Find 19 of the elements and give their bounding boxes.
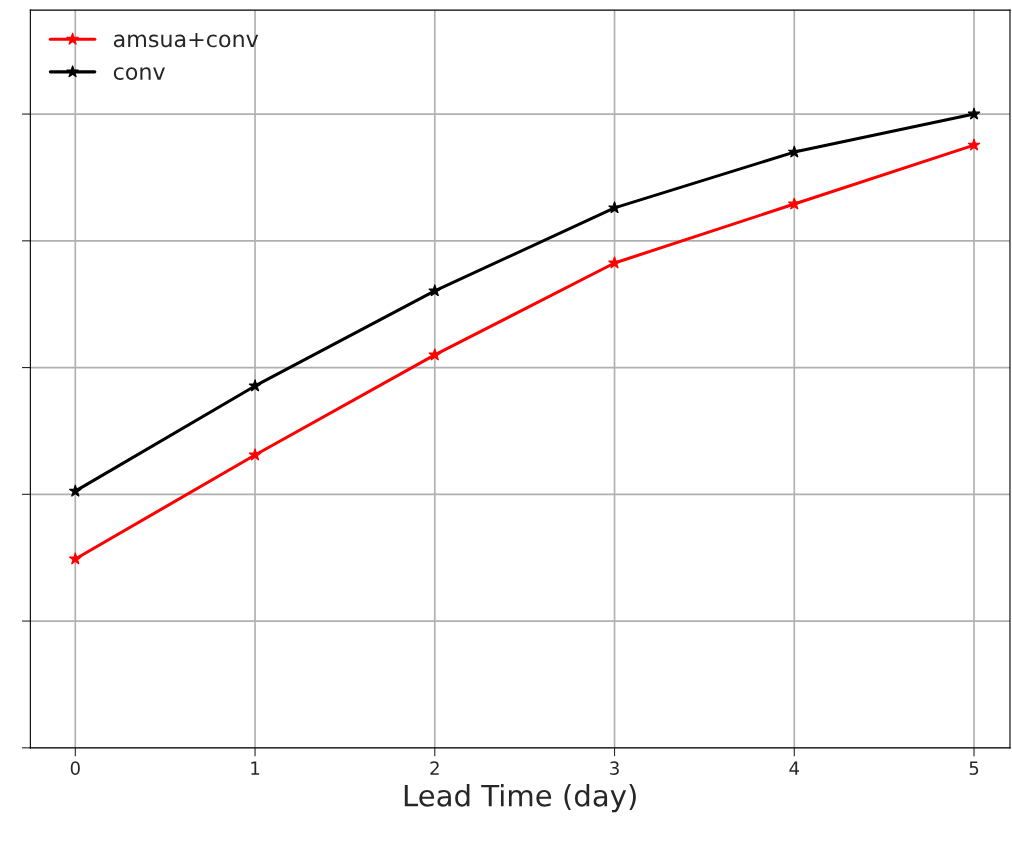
point xyxy=(787,197,801,210)
x-tick-label: 5 xyxy=(969,761,979,775)
point xyxy=(428,284,442,297)
point xyxy=(428,348,442,361)
point xyxy=(608,201,621,214)
x-tick-label: 1 xyxy=(251,761,260,775)
x-tick-label: 3 xyxy=(610,761,619,775)
x-tick-label: 4 xyxy=(789,761,800,775)
legend-label: conv xyxy=(113,67,165,80)
point xyxy=(967,138,981,151)
point xyxy=(787,145,801,158)
legend-label: amsua+conv xyxy=(113,33,259,48)
point xyxy=(967,107,981,120)
x-axis-title: Lead Time (day) xyxy=(404,784,636,813)
x-tick-label: 0 xyxy=(70,761,80,775)
x-tick-label: 2 xyxy=(430,761,439,775)
point xyxy=(68,552,82,565)
point xyxy=(68,484,82,497)
point xyxy=(248,448,262,461)
